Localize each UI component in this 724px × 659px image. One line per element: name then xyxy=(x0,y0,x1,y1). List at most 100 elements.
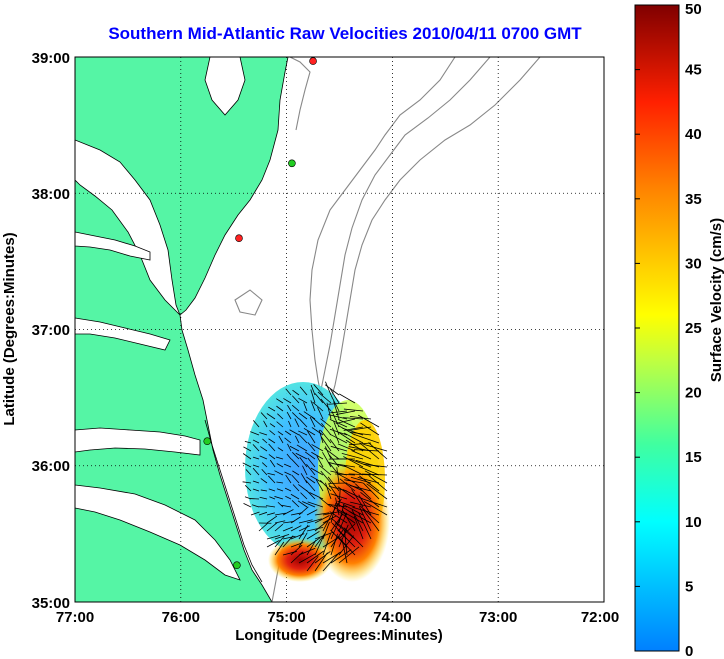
velocity-vector xyxy=(343,527,364,548)
velocity-vector xyxy=(353,449,380,452)
velocity-vector xyxy=(292,389,300,396)
velocity-vector xyxy=(292,452,300,460)
velocity-vector xyxy=(311,427,324,436)
velocity-vector xyxy=(363,463,388,468)
velocity-vector xyxy=(299,456,308,468)
velocity-vector xyxy=(277,501,284,508)
velocity-vector xyxy=(314,512,330,516)
velocity-vector xyxy=(320,436,332,452)
velocity-vector xyxy=(325,381,332,396)
velocity-vector xyxy=(274,535,286,548)
velocity-vector xyxy=(330,388,340,404)
velocity-vector xyxy=(260,412,268,420)
potomac-river xyxy=(75,231,151,261)
velocity-vector xyxy=(287,405,292,412)
velocity-vector xyxy=(298,397,308,404)
velocity-vector xyxy=(274,496,284,500)
velocity-vector xyxy=(306,550,324,564)
velocity-vector xyxy=(244,485,252,492)
velocity-vector xyxy=(310,467,324,476)
velocity-vector xyxy=(274,534,290,540)
velocity-vector xyxy=(274,541,285,556)
x-tick-label: 72:00 xyxy=(581,609,619,626)
velocity-vector xyxy=(328,483,340,500)
velocity-vector xyxy=(250,431,260,436)
velocity-vector xyxy=(322,515,337,524)
velocity-vector xyxy=(343,408,364,412)
velocity-vector xyxy=(285,495,292,500)
velocity-vector xyxy=(267,475,276,484)
y-tick-label: 38:00 xyxy=(32,186,70,203)
velocity-vector xyxy=(283,398,292,404)
plot-area xyxy=(75,57,604,602)
colorbar-tick-label: 45 xyxy=(685,62,702,79)
velocity-vector xyxy=(348,473,372,476)
velocity-vector xyxy=(310,400,316,412)
velocity-vector xyxy=(331,427,340,444)
velocity-vector xyxy=(349,415,372,420)
velocity-vector xyxy=(351,509,364,532)
velocity-vector xyxy=(337,419,356,428)
velocity-vector xyxy=(287,443,292,452)
velocity-vector xyxy=(276,488,284,492)
velocity-vector xyxy=(276,405,284,412)
velocity-vector xyxy=(284,471,292,476)
velocity-vector xyxy=(311,451,324,460)
velocity-vector xyxy=(290,458,300,468)
x-tick-label: 76:00 xyxy=(162,609,200,626)
velocity-vector xyxy=(320,418,332,428)
velocity-vector xyxy=(291,474,300,484)
velocity-vector xyxy=(277,413,284,420)
velocity-vector xyxy=(329,433,348,444)
velocity-vector xyxy=(319,465,332,476)
velocity-vector xyxy=(350,501,372,508)
velocity-vector xyxy=(364,470,388,484)
velocity-vector xyxy=(360,422,380,436)
velocity-vector xyxy=(285,388,292,396)
velocity-vector xyxy=(266,522,278,532)
velocity-vector xyxy=(298,434,308,444)
velocity-vector xyxy=(338,425,356,436)
velocity-vector xyxy=(306,531,320,540)
velocity-vector xyxy=(277,447,284,452)
velocity-vector xyxy=(277,431,284,436)
velocity-vector xyxy=(341,538,348,564)
velocity-vector xyxy=(302,465,308,476)
velocity-vector xyxy=(266,540,280,548)
velocity-vector xyxy=(329,511,348,524)
velocity-vector xyxy=(300,492,308,500)
velocity-vector xyxy=(243,503,252,508)
velocity-vector xyxy=(366,483,388,500)
velocity-vector xyxy=(324,446,332,460)
velocity-vector xyxy=(359,442,380,460)
velocity-vector xyxy=(294,435,300,444)
velocity-vector xyxy=(307,442,316,452)
velocity-vector xyxy=(276,481,284,484)
velocity-field xyxy=(242,381,390,582)
velocity-vector xyxy=(329,462,348,468)
velocity-vector xyxy=(298,547,316,556)
velocity-vector xyxy=(276,463,284,468)
velocity-vector xyxy=(306,537,321,548)
velocity-vector xyxy=(260,446,268,452)
velocity-vector xyxy=(342,489,364,500)
velocity-vector xyxy=(325,482,332,500)
velocity-vector xyxy=(259,432,268,436)
velocity-vector xyxy=(274,523,284,532)
colorbar-label: Surface Velocity (cm/s) xyxy=(708,218,724,382)
velocity-vector xyxy=(274,512,286,516)
velocity-vector xyxy=(298,532,308,548)
velocity-vector xyxy=(309,492,324,500)
velocity-vector xyxy=(260,478,268,484)
velocity-vector xyxy=(316,455,324,468)
colorbar-tick-label: 0 xyxy=(685,643,693,659)
velocity-vector xyxy=(260,489,268,492)
velocity-vector xyxy=(252,420,260,428)
velocity-vector xyxy=(292,470,300,476)
radar-stations xyxy=(203,57,317,570)
velocity-vector xyxy=(282,535,296,540)
velocity-vector xyxy=(328,402,348,405)
velocity-vector xyxy=(283,463,292,468)
velocity-vector xyxy=(337,443,356,452)
velocity-vector xyxy=(306,476,316,484)
